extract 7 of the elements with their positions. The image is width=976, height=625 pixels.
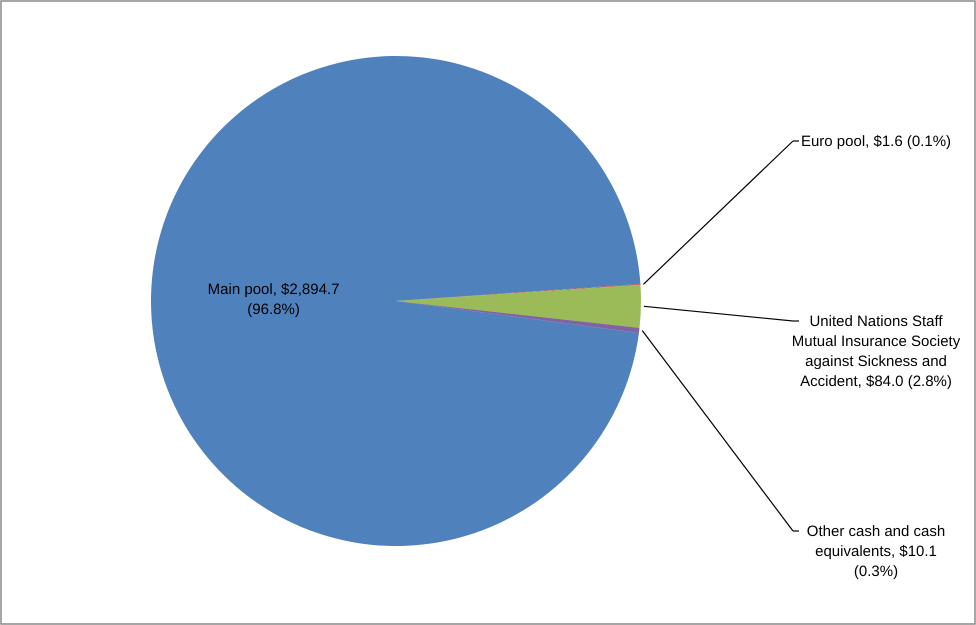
pie-slice xyxy=(396,284,641,328)
pie-slice xyxy=(151,56,640,546)
slice-label: Euro pool, $1.6 (0.1%) xyxy=(800,133,952,150)
pie-slice xyxy=(396,301,640,334)
slice-label: United Nations Staff Mutual Insurance Society against Sickness and Accident, $84.0 (2.8%) xyxy=(792,313,961,390)
slice-label: Other cash and cash equivalents, $10.1 (0.3%) xyxy=(806,523,946,580)
slice-label: Main pool, $2,894.7 (96.8%) xyxy=(208,281,340,318)
